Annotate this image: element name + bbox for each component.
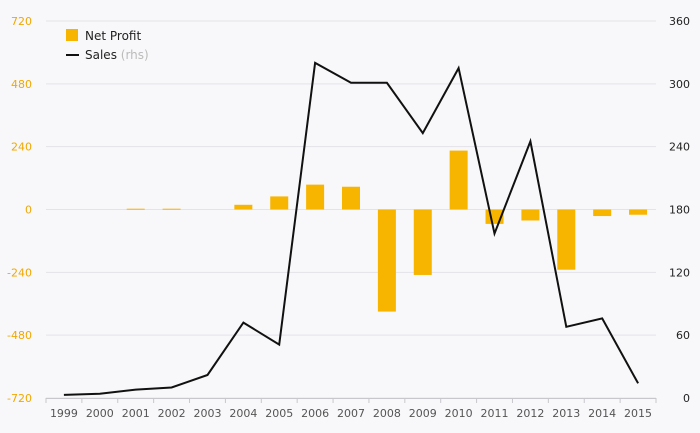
x-tick-label: 2000 bbox=[86, 407, 114, 420]
legend-swatch-net-profit bbox=[66, 29, 78, 41]
bar-net-profit bbox=[557, 209, 576, 270]
bar-net-profit bbox=[521, 209, 540, 221]
x-tick-label: 2010 bbox=[445, 407, 473, 420]
x-tick-label: 2013 bbox=[552, 407, 580, 420]
x-tick-label: 2015 bbox=[624, 407, 652, 420]
right-tick-label: 120 bbox=[669, 266, 690, 279]
bar-net-profit bbox=[162, 208, 181, 210]
x-tick-label: 2007 bbox=[337, 407, 365, 420]
line-series-sales bbox=[63, 61, 639, 396]
bar-net-profit bbox=[449, 150, 468, 210]
legend-label-sales: Sales (rhs) bbox=[85, 48, 149, 62]
bar-net-profit bbox=[593, 209, 612, 217]
right-tick-label: 0 bbox=[683, 392, 690, 405]
right-tick-label: 180 bbox=[669, 204, 690, 217]
bar-net-profit bbox=[270, 196, 289, 210]
left-tick-label: -240 bbox=[7, 266, 32, 279]
legend: Net Profit Sales (rhs) bbox=[66, 29, 149, 62]
x-tick-label: 2014 bbox=[588, 407, 616, 420]
x-tick-label: 2009 bbox=[409, 407, 437, 420]
x-axis: 1999 2000 2001 2002 2003 2004 2005 2006 2007 2008… bbox=[45, 398, 657, 420]
x-tick-label: 2012 bbox=[516, 407, 544, 420]
bar-net-profit bbox=[629, 209, 648, 215]
left-tick-label: -480 bbox=[7, 329, 32, 342]
x-tick-label: 2001 bbox=[122, 407, 150, 420]
right-y-axis: 0 60 120 180 240 300 360 bbox=[669, 15, 690, 405]
left-tick-label: -720 bbox=[7, 392, 32, 405]
x-tick-label: 2006 bbox=[301, 407, 329, 420]
bar-net-profit bbox=[342, 186, 360, 210]
line-sales bbox=[63, 61, 639, 396]
left-tick-label: 0 bbox=[25, 204, 32, 217]
bar-net-profit bbox=[413, 209, 432, 275]
right-tick-label: 240 bbox=[669, 141, 690, 154]
bar-net-profit bbox=[234, 204, 253, 210]
right-tick-label: 60 bbox=[676, 329, 690, 342]
x-tick-label: 2008 bbox=[373, 407, 401, 420]
left-y-axis: -720 -480 -240 0 240 480 720 bbox=[7, 15, 32, 405]
x-tick-label: 1999 bbox=[50, 407, 78, 420]
left-tick-label: 240 bbox=[11, 141, 32, 154]
legend-label-net-profit: Net Profit bbox=[85, 29, 141, 43]
x-tick-label: 2011 bbox=[481, 407, 509, 420]
grid-lines bbox=[46, 20, 656, 399]
x-tick-label: 2002 bbox=[158, 407, 186, 420]
bar-net-profit bbox=[377, 209, 396, 312]
x-tick-label: 2003 bbox=[193, 407, 221, 420]
bar-net-profit bbox=[306, 184, 325, 210]
x-tick-label: 2004 bbox=[229, 407, 257, 420]
left-tick-label: 480 bbox=[11, 78, 32, 91]
left-tick-label: 720 bbox=[11, 15, 32, 28]
right-tick-label: 300 bbox=[669, 78, 690, 91]
right-tick-label: 360 bbox=[669, 15, 690, 28]
x-tick-label: 2005 bbox=[265, 407, 293, 420]
bar-net-profit bbox=[126, 208, 145, 210]
bar-series-net-profit bbox=[126, 150, 648, 312]
